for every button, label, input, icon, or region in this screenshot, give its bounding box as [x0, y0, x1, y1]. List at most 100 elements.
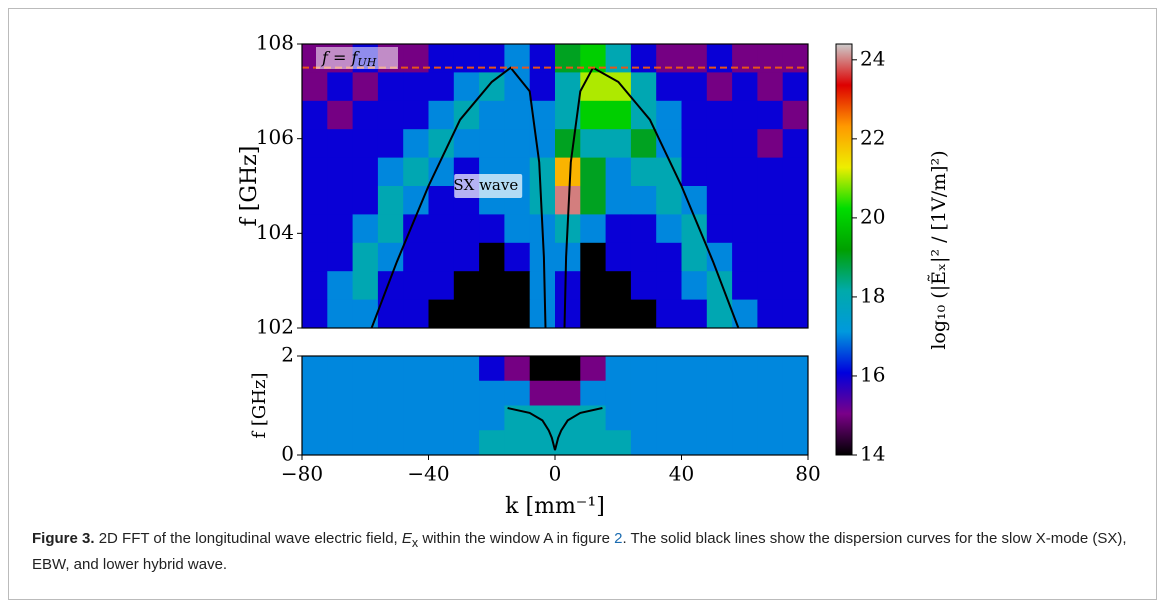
heatmap-cell — [428, 214, 455, 244]
heatmap-cell — [555, 405, 581, 431]
heatmap-cell — [377, 430, 404, 456]
heatmap-cell — [302, 186, 328, 215]
label-box — [316, 47, 398, 69]
y-tick-label: 102 — [256, 315, 294, 339]
heatmap-cell — [377, 157, 404, 187]
figure-frame — [8, 8, 1157, 600]
heatmap-cell — [630, 430, 657, 456]
heatmap-cell — [504, 242, 531, 272]
dispersion-curve — [370, 66, 547, 329]
heatmap-cell — [479, 214, 505, 244]
heatmap-cell — [757, 380, 784, 406]
heatmap-cell — [327, 405, 354, 431]
heatmap-cell — [327, 157, 354, 187]
heatmap-cell — [529, 430, 556, 456]
heatmap-cell — [580, 242, 607, 272]
heatmap-cell — [605, 157, 632, 187]
heatmap-cell — [656, 380, 682, 406]
figure-ref[interactable]: 2 — [614, 530, 623, 547]
heatmap-cell — [706, 129, 733, 159]
heatmap-cell — [605, 380, 632, 406]
y-tick-label: 106 — [256, 125, 294, 149]
heatmap-cell — [529, 356, 556, 382]
heatmap-cell — [302, 299, 328, 329]
heatmap-cell — [428, 157, 455, 187]
heatmap-cell — [504, 356, 531, 382]
caption-text: . The solid black lines show the dispers… — [32, 530, 1127, 573]
heatmap-cell — [302, 72, 328, 102]
heatmap-cell — [605, 405, 632, 431]
heatmap-cell — [327, 129, 354, 159]
heatmap-cell — [352, 72, 379, 102]
heatmap-cell — [504, 299, 531, 329]
heatmap-cell — [377, 356, 404, 382]
y-axis-label: f [GHz] — [249, 373, 270, 439]
heatmap-cell — [403, 129, 429, 159]
colorbar-label: log₁₀ (|Ẽₓ|² / [1V/m]²) — [928, 150, 950, 349]
heatmap-cell — [352, 356, 379, 382]
heatmap-cell — [630, 380, 657, 406]
heatmap-cell — [453, 129, 480, 159]
dispersion-curve — [507, 407, 603, 451]
heatmap-cell — [681, 430, 708, 456]
heatmap-cell — [757, 157, 784, 187]
heatmap-cell — [782, 157, 809, 187]
heatmap-cell — [656, 157, 682, 187]
plot-frame — [301, 43, 809, 329]
heatmap-cell — [403, 186, 429, 215]
heatmap-cell — [302, 242, 328, 272]
heatmap-cell — [327, 299, 354, 329]
heatmap-cell — [555, 72, 581, 102]
heatmap-cell — [732, 214, 758, 244]
heatmap-cell — [580, 430, 607, 456]
heatmap-cell — [782, 129, 809, 159]
heatmap-cell — [732, 356, 758, 382]
heatmap-cell — [605, 356, 632, 382]
heatmap-cell — [479, 271, 505, 301]
caption: Figure 3. 2D FFT of the longitudinal wav… — [32, 528, 1132, 576]
colorbar-tick-label: 14 — [860, 442, 885, 466]
heatmap-cell — [302, 157, 328, 187]
heatmap-cell — [529, 405, 556, 431]
heatmap-cell — [630, 129, 657, 159]
heatmap-cell — [428, 242, 455, 272]
heatmap-cell — [352, 129, 379, 159]
heatmap-cell — [782, 214, 809, 244]
colorbar-tick-label: 22 — [860, 125, 885, 149]
heatmap-cell — [302, 271, 328, 301]
heatmap-cell — [681, 380, 708, 406]
heatmap-cell — [630, 72, 657, 102]
heatmap-cell — [681, 242, 708, 272]
heatmap-cell — [377, 72, 404, 102]
heatmap-cell — [529, 271, 556, 301]
y-tick-label: 0 — [281, 442, 294, 466]
heatmap-cell — [302, 214, 328, 244]
heatmap-cell — [782, 271, 809, 301]
heatmap-cell — [681, 72, 708, 102]
heatmap-cell — [352, 405, 379, 431]
heatmap-cell — [327, 242, 354, 272]
heatmap-cell — [656, 242, 682, 272]
heatmap-cell — [453, 242, 480, 272]
heatmap-cell — [352, 299, 379, 329]
heatmap-cell — [782, 72, 809, 102]
uh-label-text: f = f — [321, 48, 361, 67]
heatmap-cell — [681, 186, 708, 215]
heatmap-cell — [403, 157, 429, 187]
heatmap-cell — [428, 129, 455, 159]
heatmap-cell — [377, 100, 404, 130]
heatmap-cell — [656, 430, 682, 456]
heatmap-cell — [782, 380, 809, 406]
heatmap-cell — [453, 299, 480, 329]
heatmap-cell — [630, 242, 657, 272]
heatmap-cell — [706, 100, 733, 130]
heatmap-cell — [555, 356, 581, 382]
heatmap-cell — [757, 430, 784, 456]
heatmap-cell — [732, 380, 758, 406]
heatmap-cell — [757, 129, 784, 159]
heatmap-cell — [504, 129, 531, 159]
heatmap-cell — [302, 100, 328, 130]
y-tick-label: 108 — [256, 31, 294, 55]
heatmap-cell — [580, 129, 607, 159]
heatmap-cell — [605, 242, 632, 272]
